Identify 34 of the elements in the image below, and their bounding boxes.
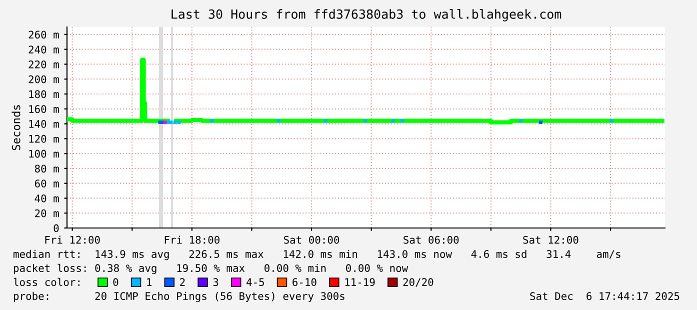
y-tick-label: 20 m bbox=[35, 209, 59, 218]
x-tick-label: Sat 00:00 bbox=[284, 236, 340, 244]
y-tick-label: 80 m bbox=[34, 164, 59, 173]
y-tick-label: 160 m bbox=[29, 105, 59, 114]
y-tick-label: 60 m bbox=[34, 180, 59, 188]
y-tick-label: 260 m bbox=[28, 30, 59, 39]
x-tick-label: Fri 18:00 bbox=[164, 236, 220, 244]
legend-label: 3 bbox=[213, 278, 218, 286]
legend-label: 4-5 bbox=[246, 278, 264, 286]
legend-label: 1 bbox=[147, 278, 152, 286]
y-tick-label: 240 m bbox=[28, 46, 59, 54]
chart-title: Last 30 Hours from ffd376380ab3 to wall.blahgeek.com bbox=[172, 9, 562, 22]
y-tick-label: 220 m bbox=[28, 60, 59, 68]
y-tick-label: 180 m bbox=[29, 90, 59, 98]
y-tick-label: 120 m bbox=[29, 134, 59, 143]
text: probe: 20 ICMP Echo Pings (56 Bytes) every 300s bbox=[14, 292, 344, 302]
y-tick-label: 140 m bbox=[29, 120, 59, 128]
legend-label: 2 bbox=[180, 278, 185, 286]
text: packet loss: 0.38 % avg 19.50 % max 0.00 % min 0.00 % now bbox=[14, 264, 408, 274]
text: Sat Dec 6 17:44:17 2025 bbox=[530, 292, 680, 300]
legend-label: 20/20 bbox=[403, 278, 434, 287]
legend-label: 0 bbox=[113, 278, 118, 286]
x-tick-label: Fri 12:00 bbox=[45, 236, 100, 244]
y-tick-label: 100 m bbox=[29, 150, 59, 158]
x-tick-label: Sat 06:00 bbox=[404, 236, 459, 244]
legend-label: 11-19 bbox=[345, 278, 375, 286]
y-tick-label: 40 m bbox=[34, 194, 59, 202]
text: median rtt: 143.9 ms avg 226.5 ms max 142.0 ms min 143.0 ms now 4.6 ms sd 31.4 am/s bbox=[14, 250, 620, 260]
x-tick-label: Sat 12:00 bbox=[523, 236, 578, 244]
y-axis-title: Seconds bbox=[12, 105, 20, 150]
y-tick-label: 200 m bbox=[28, 75, 59, 84]
y-tick-label: 0 bbox=[54, 224, 59, 232]
legend-title: loss color: bbox=[14, 278, 80, 286]
legend-label: 6-10 bbox=[292, 278, 316, 286]
